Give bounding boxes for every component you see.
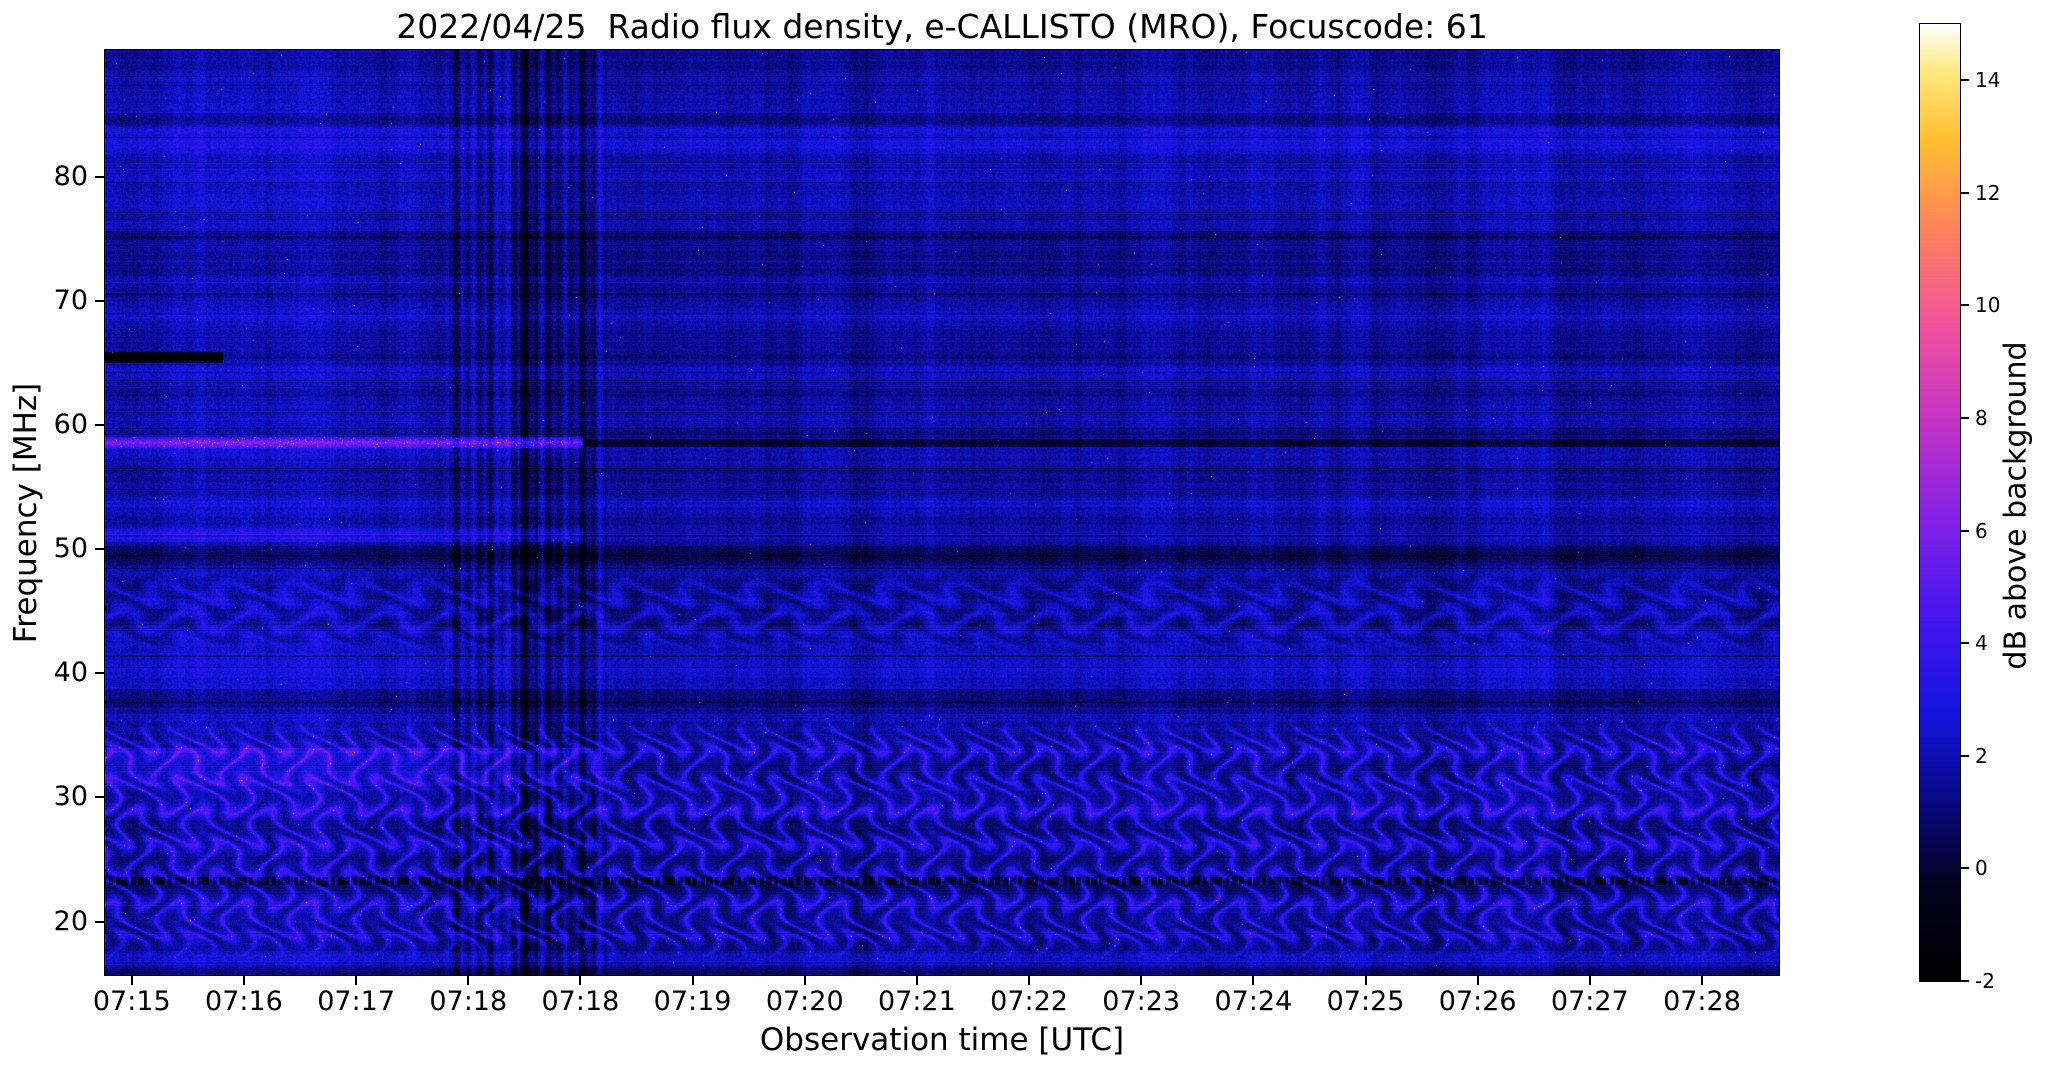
colorbar-tick-label: 6 [1975,518,1988,543]
y-tick-mark [95,796,104,799]
colorbar-label: dB above background [1998,341,2034,670]
x-tick-label: 07:18 [429,986,508,1017]
x-tick-mark [355,976,358,985]
x-tick-label: 07:27 [1550,986,1629,1017]
y-tick-mark [95,423,104,426]
x-tick-mark [467,976,470,985]
x-tick-mark [1364,976,1367,985]
y-tick-label: 30 [53,781,88,813]
colorbar-tick-mark [1961,867,1969,870]
y-tick-mark [95,175,104,178]
y-tick-mark [95,672,104,675]
colorbar-tick-label: 10 [1975,293,2001,318]
x-tick-label: 07:24 [1214,986,1293,1017]
x-tick-mark [579,976,582,985]
colorbar-tick-mark [1961,417,1969,420]
x-axis-label: Observation time [UTC] [759,1022,1125,1058]
colorbar-tick-mark [1961,79,1969,82]
x-tick-label: 07:17 [317,986,395,1017]
colorbar-tick-mark [1961,642,1969,645]
x-tick-label: 07:25 [1326,986,1405,1017]
x-tick-label: 07:15 [92,986,171,1017]
colorbar-tick-label: 14 [1975,68,2001,93]
x-tick-label: 07:20 [765,986,844,1017]
x-tick-label: 07:22 [990,986,1068,1017]
y-tick-label: 40 [53,657,88,689]
x-tick-mark [691,976,694,985]
colorbar-tick-mark [1961,191,1969,194]
colorbar [1919,23,1961,982]
x-tick-mark [1140,976,1143,985]
chart-title: 2022/04/25 Radio flux density, e-CALLIST… [396,7,1488,46]
y-tick-mark [95,548,104,551]
x-tick-mark [1700,976,1703,985]
spectrogram-heatmap [105,50,1779,975]
colorbar-tick-mark [1961,529,1969,532]
y-tick-label: 20 [53,905,88,937]
colorbar-gradient [1920,24,1960,981]
colorbar-tick-label: 12 [1975,180,2001,205]
colorbar-tick-label: 8 [1975,406,1988,431]
x-tick-label: 07:21 [877,986,956,1017]
y-tick-label: 60 [53,408,88,440]
y-tick-mark [95,299,104,302]
colorbar-tick-label: -2 [1975,969,1995,993]
y-tick-label: 70 [53,284,88,316]
x-tick-mark [1028,976,1031,985]
x-tick-label: 07:26 [1438,986,1517,1017]
colorbar-tick-mark [1961,304,1969,307]
x-tick-mark [242,976,245,985]
x-tick-label: 07:18 [541,986,620,1017]
y-tick-label: 50 [53,533,88,565]
x-tick-mark [1476,976,1479,985]
colorbar-tick-mark [1961,980,1969,982]
colorbar-tick-label: 0 [1975,856,1988,881]
y-tick-mark [95,920,104,923]
x-tick-mark [1588,976,1591,985]
x-tick-label: 07:16 [205,986,283,1017]
colorbar-tick-label: 4 [1975,631,1988,656]
x-tick-label: 07:23 [1102,986,1181,1017]
x-tick-label: 07:28 [1663,986,1741,1017]
colorbar-tick-mark [1961,754,1969,757]
y-tick-label: 80 [53,160,88,192]
x-tick-mark [1252,976,1255,985]
x-tick-mark [915,976,918,985]
x-tick-mark [130,976,133,985]
plot-area [104,49,1780,976]
x-tick-label: 07:19 [653,986,732,1017]
colorbar-tick-label: 2 [1975,743,1988,768]
x-tick-mark [803,976,806,985]
